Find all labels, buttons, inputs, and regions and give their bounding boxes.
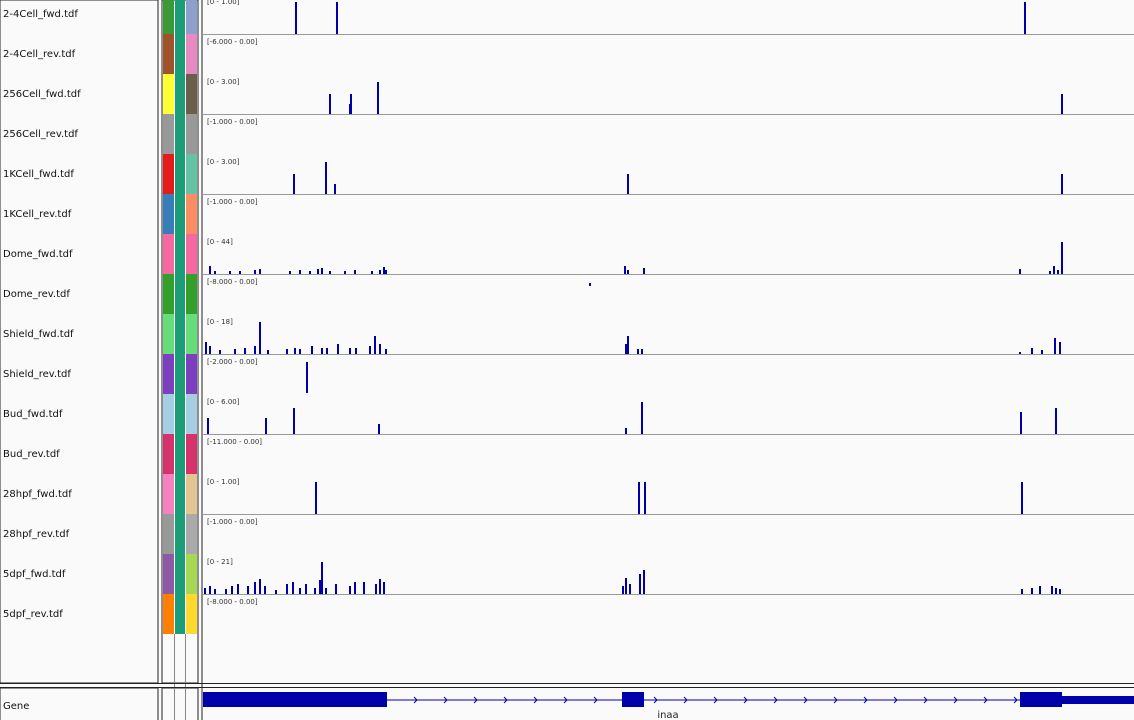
attribute-cell — [175, 594, 185, 634]
attribute-cell — [163, 34, 174, 74]
attribute-cell — [186, 474, 197, 514]
attribute-cell — [186, 0, 197, 34]
attribute-cell — [186, 234, 197, 274]
data-range: [-8.000 - 0.00] — [207, 278, 258, 286]
attribute-cell — [175, 114, 185, 154]
attribute-cell — [163, 154, 174, 194]
attribute-cell — [163, 314, 174, 354]
track-name: Bud_fwd.tdf — [3, 409, 63, 420]
attribute-cell — [163, 354, 174, 394]
attribute-cell — [175, 314, 185, 354]
attribute-cell — [186, 554, 197, 594]
track-name: 28hpf_rev.tdf — [3, 529, 70, 540]
attribute-cell — [186, 274, 197, 314]
gene-name: inaa — [657, 710, 678, 720]
attribute-cell — [175, 274, 185, 314]
track-name: 28hpf_fwd.tdf — [3, 489, 72, 500]
attribute-cell — [163, 114, 174, 154]
attribute-cell — [186, 434, 197, 474]
gene-attribute-panel — [161, 687, 199, 720]
attribute-cell — [186, 194, 197, 234]
attribute-cell — [186, 114, 197, 154]
attribute-cell — [186, 154, 197, 194]
attribute-cell — [163, 554, 174, 594]
attribute-colors — [163, 0, 197, 634]
attribute-cell — [175, 74, 185, 114]
attribute-cell — [163, 0, 174, 34]
attribute-cell — [175, 194, 185, 234]
data-range: [0 - 3.00] — [207, 158, 240, 166]
attribute-cell — [163, 514, 174, 554]
attribute-cell — [175, 474, 185, 514]
coverage-signal — [204, 2, 1063, 594]
attribute-cell — [163, 234, 174, 274]
attribute-cell — [186, 314, 197, 354]
attribute-cell — [163, 274, 174, 314]
track-name: Shield_rev.tdf — [3, 369, 71, 380]
gene-model — [203, 692, 1134, 707]
attribute-cell — [186, 74, 197, 114]
data-range: [-1.000 - 0.00] — [207, 518, 258, 526]
gene-name-panel — [0, 687, 159, 720]
attribute-cell — [175, 0, 185, 34]
attribute-cell — [175, 434, 185, 474]
gene-track-name: Gene — [3, 701, 29, 712]
track-name: 5dpf_rev.tdf — [3, 609, 63, 620]
data-range: [-6.000 - 0.00] — [207, 38, 258, 46]
attribute-cell — [163, 594, 174, 634]
track-name: 256Cell_rev.tdf — [3, 129, 78, 140]
track-name: Dome_rev.tdf — [3, 289, 70, 300]
attribute-cell — [175, 394, 185, 434]
track-name: Bud_rev.tdf — [3, 449, 60, 460]
track-name: 2-4Cell_rev.tdf — [3, 49, 76, 60]
attribute-cell — [163, 394, 174, 434]
data-range: [0 - 18] — [207, 318, 233, 326]
data-range: [0 - 3.00] — [207, 78, 240, 86]
attribute-cell — [186, 354, 197, 394]
data-range: [0 - 6.00] — [207, 398, 240, 406]
tracks: 2-4Cell_fwd.tdf [0 - 1.00] 2-4Cell_rev.tdf… — [3, 0, 1134, 620]
attribute-cell — [163, 194, 174, 234]
track-name: 1KCell_fwd.tdf — [3, 169, 74, 180]
attribute-cell — [163, 74, 174, 114]
attribute-cell — [175, 234, 185, 274]
track-name: 2-4Cell_fwd.tdf — [3, 9, 78, 20]
attribute-cell — [186, 394, 197, 434]
attribute-cell — [175, 554, 185, 594]
name-panel — [0, 0, 159, 684]
attribute-cell — [163, 474, 174, 514]
data-range: [-2.000 - 0.00] — [207, 358, 258, 366]
track-name: Dome_fwd.tdf — [3, 249, 73, 260]
attribute-cell — [175, 154, 185, 194]
data-range: [0 - 21] — [207, 558, 233, 566]
data-range: [0 - 1.00] — [207, 0, 240, 6]
track-name: 1KCell_rev.tdf — [3, 209, 72, 220]
data-range: [0 - 1.00] — [207, 478, 240, 486]
data-range: [-1.000 - 0.00] — [207, 118, 258, 126]
attribute-cell — [186, 594, 197, 634]
data-range: [0 - 44] — [207, 238, 233, 246]
attribute-cell — [175, 514, 185, 554]
track-name: 256Cell_fwd.tdf — [3, 89, 81, 100]
attribute-cell — [186, 34, 197, 74]
data-range: [-8.000 - 0.00] — [207, 598, 258, 606]
attribute-cell — [175, 354, 185, 394]
data-range: [-1.000 - 0.00] — [207, 198, 258, 206]
track-name: 5dpf_fwd.tdf — [3, 569, 66, 580]
attribute-cell — [186, 514, 197, 554]
attribute-cell — [175, 34, 185, 74]
attribute-cell — [163, 434, 174, 474]
track-name: Shield_fwd.tdf — [3, 329, 74, 340]
data-range: [-11.000 - 0.00] — [207, 438, 262, 446]
